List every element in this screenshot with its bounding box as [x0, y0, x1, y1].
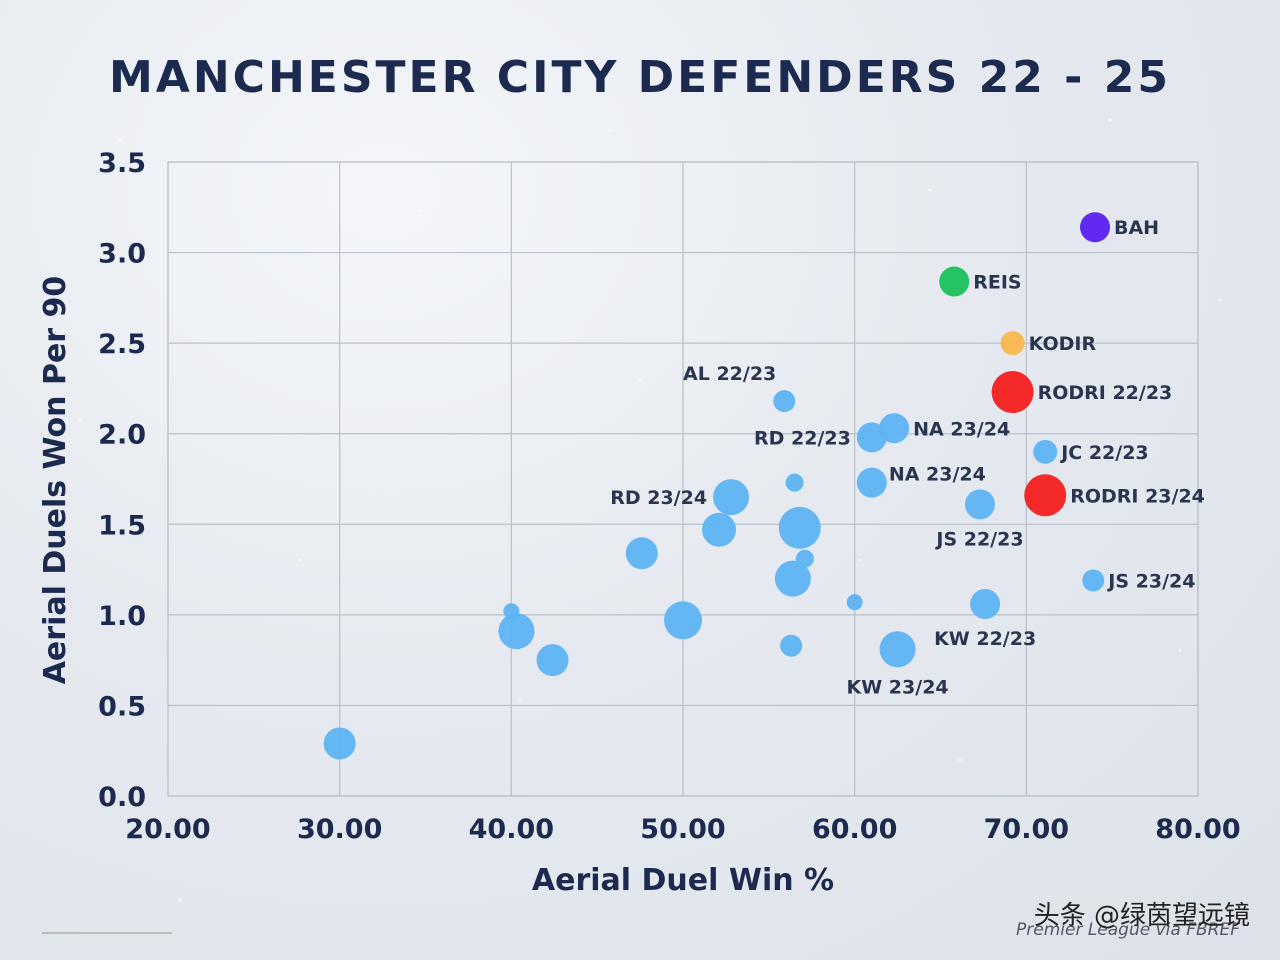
data-point [1024, 474, 1067, 517]
data-point [778, 506, 821, 549]
data-point [991, 371, 1034, 414]
point-label: RODRI 22/23 [1038, 382, 1173, 404]
x-tick-label: 60.00 [812, 814, 897, 845]
y-tick-label: 2.5 [98, 329, 146, 360]
y-tick-label: 3.0 [98, 239, 146, 270]
grid [167, 161, 1199, 797]
point-label: KW 23/24 [847, 676, 949, 698]
y-tick-label: 3.5 [98, 148, 146, 179]
x-tick-label: 30.00 [297, 814, 382, 845]
chart-title: MANCHESTER CITY DEFENDERS 22 - 25 [109, 52, 1171, 103]
y-tick-label: 0.5 [98, 691, 146, 722]
data-point [774, 560, 811, 597]
x-tick-label: 50.00 [640, 814, 725, 845]
y-axis-label: Aerial Duels Won Per 90 [38, 276, 73, 685]
data-point [964, 489, 995, 520]
data-point [713, 479, 750, 516]
data-point [702, 512, 737, 547]
data-point [1082, 569, 1105, 592]
data-point [780, 634, 803, 657]
point-label: KW 22/23 [934, 628, 1036, 650]
point-label: KODIR [1029, 333, 1097, 355]
data-points [323, 212, 1110, 760]
point-label: RD 22/23 [754, 427, 851, 449]
y-tick-label: 1.0 [98, 601, 146, 632]
data-point [856, 467, 887, 498]
data-point [970, 588, 1001, 619]
data-point [1080, 212, 1110, 243]
data-point [856, 422, 887, 453]
data-point [846, 594, 863, 611]
x-tick-label: 20.00 [125, 814, 210, 845]
data-point [536, 644, 569, 677]
point-label: RD 23/24 [610, 487, 707, 509]
y-axis-ticks: 0.0 0.5 1.0 1.5 2.0 2.5 3.0 3.5 [98, 148, 146, 813]
data-point [323, 727, 356, 760]
data-point [498, 613, 535, 650]
point-label: JS 22/23 [934, 528, 1023, 550]
point-label: AL 22/23 [683, 363, 776, 385]
watermark: 头条 @绿茵望远镜 [1033, 901, 1250, 931]
y-tick-label: 1.5 [98, 510, 146, 541]
point-labels: BAH REIS KODIR RODRI 22/23 RODRI 23/24 AL 22/… [610, 217, 1205, 698]
x-axis-ticks: 20.00 30.00 40.00 50.00 60.00 70.00 80.00 [125, 814, 1240, 845]
data-point [939, 266, 970, 297]
data-point [1000, 331, 1025, 356]
source-credit: Premier League via FBREF [1016, 920, 1240, 940]
x-tick-label: 40.00 [469, 814, 554, 845]
y-tick-label: 2.0 [98, 420, 146, 451]
point-label: REIS [973, 272, 1021, 294]
decorative-mark [42, 932, 172, 934]
data-point [785, 473, 804, 492]
point-label: JS 23/24 [1106, 570, 1195, 592]
x-tick-label: 80.00 [1155, 814, 1240, 845]
point-label: BAH [1114, 217, 1159, 239]
point-label: RODRI 23/24 [1070, 485, 1205, 507]
point-label: JC 22/23 [1059, 442, 1148, 464]
data-point [664, 601, 702, 640]
point-label: NA 23/24 [889, 464, 986, 486]
data-point [773, 390, 796, 413]
point-label: NA 23/24 [913, 418, 1010, 440]
x-axis-label: Aerial Duel Win % [532, 863, 834, 898]
data-point [879, 631, 916, 668]
data-point [1033, 439, 1058, 464]
y-tick-label: 0.0 [98, 782, 146, 813]
data-point [625, 537, 658, 570]
x-tick-label: 70.00 [984, 814, 1069, 845]
